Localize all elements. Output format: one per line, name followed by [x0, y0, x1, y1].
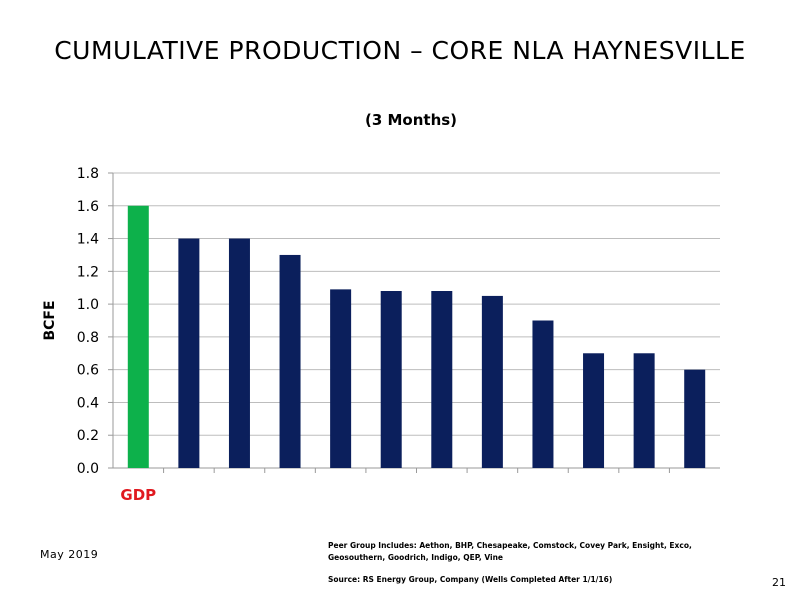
- source-note: Source: RS Energy Group, Company (Wells …: [328, 575, 613, 584]
- bar-peer: [431, 291, 453, 468]
- bar-gdp: [127, 205, 149, 468]
- y-tick-label: 0.0: [77, 461, 99, 477]
- bar-peer: [532, 320, 554, 468]
- bar-peer: [380, 291, 402, 468]
- bar-peer: [279, 254, 301, 468]
- bar-peer: [583, 353, 605, 468]
- x-category-label: GDP: [120, 486, 156, 504]
- chart-subtitle: (3 Months): [364, 111, 458, 129]
- page-title: CUMULATIVE PRODUCTION – CORE NLA HAYNESV…: [54, 36, 746, 65]
- bar-peer: [228, 238, 250, 468]
- y-tick-label: 1.4: [77, 232, 99, 248]
- bar-peer: [633, 353, 655, 468]
- y-axis-label: BCFE: [42, 300, 58, 340]
- y-tick-label: 0.6: [77, 363, 99, 379]
- y-tick-label: 1.8: [77, 166, 99, 182]
- y-tick-label: 1.2: [77, 264, 99, 280]
- page-number: 21: [772, 576, 786, 589]
- y-tick-label: 0.2: [77, 428, 99, 444]
- y-tick-label: 1.0: [77, 297, 99, 313]
- bar-peer: [684, 369, 706, 468]
- bar-peer: [481, 295, 503, 468]
- y-tick-label: 0.8: [77, 330, 99, 346]
- bar-peer: [178, 238, 200, 468]
- peer-group-note: Peer Group Includes: Aethon, BHP, Chesap…: [328, 541, 692, 562]
- slide-date: May 2019: [40, 548, 99, 561]
- y-tick-label: 1.6: [77, 199, 99, 215]
- bar-peer: [330, 289, 352, 468]
- y-tick-label: 0.4: [77, 395, 99, 411]
